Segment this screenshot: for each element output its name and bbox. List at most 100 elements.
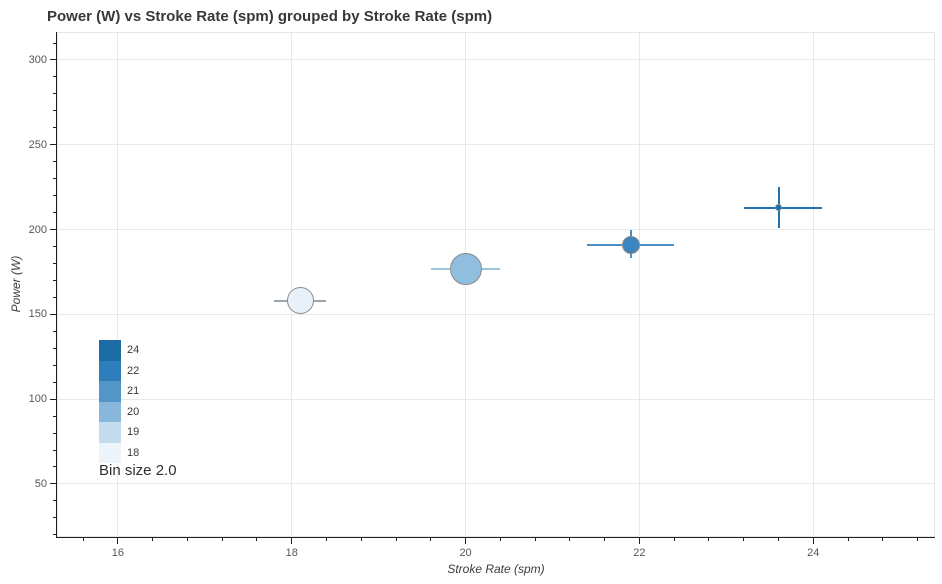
legend-label-22: 22 — [127, 364, 140, 377]
y-minor-tick — [53, 127, 56, 129]
chart-title: Power (W) vs Stroke Rate (spm) grouped b… — [47, 8, 493, 25]
legend-swatch-22 — [99, 360, 121, 381]
y-major-tick — [50, 313, 56, 315]
y-minor-tick — [53, 381, 56, 383]
x-minor-tick — [395, 538, 397, 541]
y-tick-label: 300 — [28, 53, 47, 66]
legend-label-24: 24 — [127, 344, 140, 357]
legend-swatch-21 — [99, 381, 121, 402]
legend-label-19: 19 — [127, 426, 140, 439]
y-tick-label: 200 — [28, 223, 47, 236]
y-minor-tick — [53, 42, 56, 44]
y-major-tick — [50, 59, 56, 61]
y-major-tick — [50, 483, 56, 485]
gridline-vertical — [291, 32, 293, 537]
y-minor-tick — [53, 161, 56, 163]
x-minor-tick — [708, 538, 710, 541]
gridline-horizontal — [57, 313, 935, 315]
y-minor-tick — [53, 415, 56, 417]
y-minor-tick — [53, 212, 56, 214]
y-minor-tick — [53, 93, 56, 95]
y-tick-label: 100 — [28, 393, 47, 406]
x-minor-tick — [673, 538, 675, 541]
gridline-vertical — [117, 32, 119, 537]
x-tick-label: 18 — [285, 547, 298, 559]
y-minor-tick — [53, 76, 56, 78]
y-axis-label: Power (W) — [9, 255, 23, 313]
y-minor-tick — [53, 517, 56, 519]
legend-swatch-19 — [99, 422, 121, 443]
y-minor-tick — [53, 279, 56, 281]
x-minor-tick — [82, 538, 84, 541]
x-minor-tick — [882, 538, 884, 541]
y-minor-tick — [53, 246, 56, 247]
x-tick-label: 22 — [633, 547, 646, 559]
x-minor-tick — [917, 538, 919, 541]
x-minor-tick — [152, 538, 154, 541]
y-minor-tick — [53, 364, 56, 366]
gridline-horizontal — [57, 229, 935, 231]
gridline-horizontal — [57, 398, 935, 400]
legend-swatch-20 — [99, 401, 121, 422]
x-minor-tick — [604, 538, 606, 541]
x-minor-tick — [499, 538, 501, 541]
gridline-horizontal — [57, 483, 935, 485]
y-major-tick — [50, 144, 56, 146]
y-minor-tick — [53, 500, 56, 502]
y-minor-tick — [53, 195, 56, 197]
x-minor-tick — [325, 538, 327, 541]
y-tick-label: 50 — [34, 477, 47, 490]
y-major-tick — [50, 229, 56, 231]
x-minor-tick — [430, 538, 432, 541]
gridline-horizontal — [57, 144, 935, 146]
x-major-tick — [465, 538, 467, 544]
bin-size-note: Bin size 2.0 — [99, 462, 177, 479]
legend-swatch-24 — [99, 340, 121, 361]
x-tick-label: 20 — [459, 547, 472, 559]
x-minor-tick — [360, 538, 362, 541]
legend-label-20: 20 — [127, 405, 140, 418]
y-minor-tick — [53, 534, 56, 536]
x-minor-tick — [743, 538, 745, 541]
y-minor-tick — [53, 178, 56, 180]
x-minor-tick — [778, 538, 780, 541]
data-point-group-22 — [621, 235, 640, 254]
data-point-group-18 — [286, 287, 314, 315]
x-major-tick — [117, 538, 119, 544]
y-minor-tick — [53, 347, 56, 349]
x-tick-label: 24 — [807, 547, 820, 559]
plot-area — [57, 32, 935, 537]
data-point-group-24 — [775, 204, 783, 211]
x-minor-tick — [186, 538, 188, 541]
x-minor-tick — [221, 538, 223, 541]
gridline-vertical — [812, 32, 814, 537]
x-error-bar — [743, 206, 822, 209]
x-minor-tick — [534, 538, 536, 541]
gridline-horizontal — [57, 59, 935, 61]
legend-label-21: 21 — [127, 385, 140, 398]
gridline-vertical — [638, 32, 640, 537]
y-minor-tick — [53, 449, 56, 451]
x-axis-spine — [56, 537, 935, 538]
y-minor-tick — [53, 466, 56, 468]
y-tick-label: 250 — [28, 138, 47, 151]
x-major-tick — [812, 538, 814, 544]
y-axis-spine — [56, 32, 57, 538]
x-minor-tick — [569, 538, 571, 541]
x-minor-tick — [847, 538, 849, 541]
y-minor-tick — [53, 262, 56, 264]
y-minor-tick — [53, 110, 56, 112]
legend-label-18: 18 — [127, 446, 140, 459]
y-minor-tick — [53, 296, 56, 298]
x-tick-label: 16 — [111, 547, 124, 559]
y-minor-tick — [53, 330, 56, 332]
y-major-tick — [50, 398, 56, 400]
y-minor-tick — [53, 432, 56, 434]
x-minor-tick — [256, 538, 258, 541]
x-major-tick — [291, 538, 293, 544]
x-axis-label: Stroke Rate (spm) — [447, 562, 545, 576]
data-point-group-20 — [449, 252, 482, 285]
legend-swatch-18 — [99, 442, 121, 463]
y-tick-label: 150 — [28, 308, 47, 321]
